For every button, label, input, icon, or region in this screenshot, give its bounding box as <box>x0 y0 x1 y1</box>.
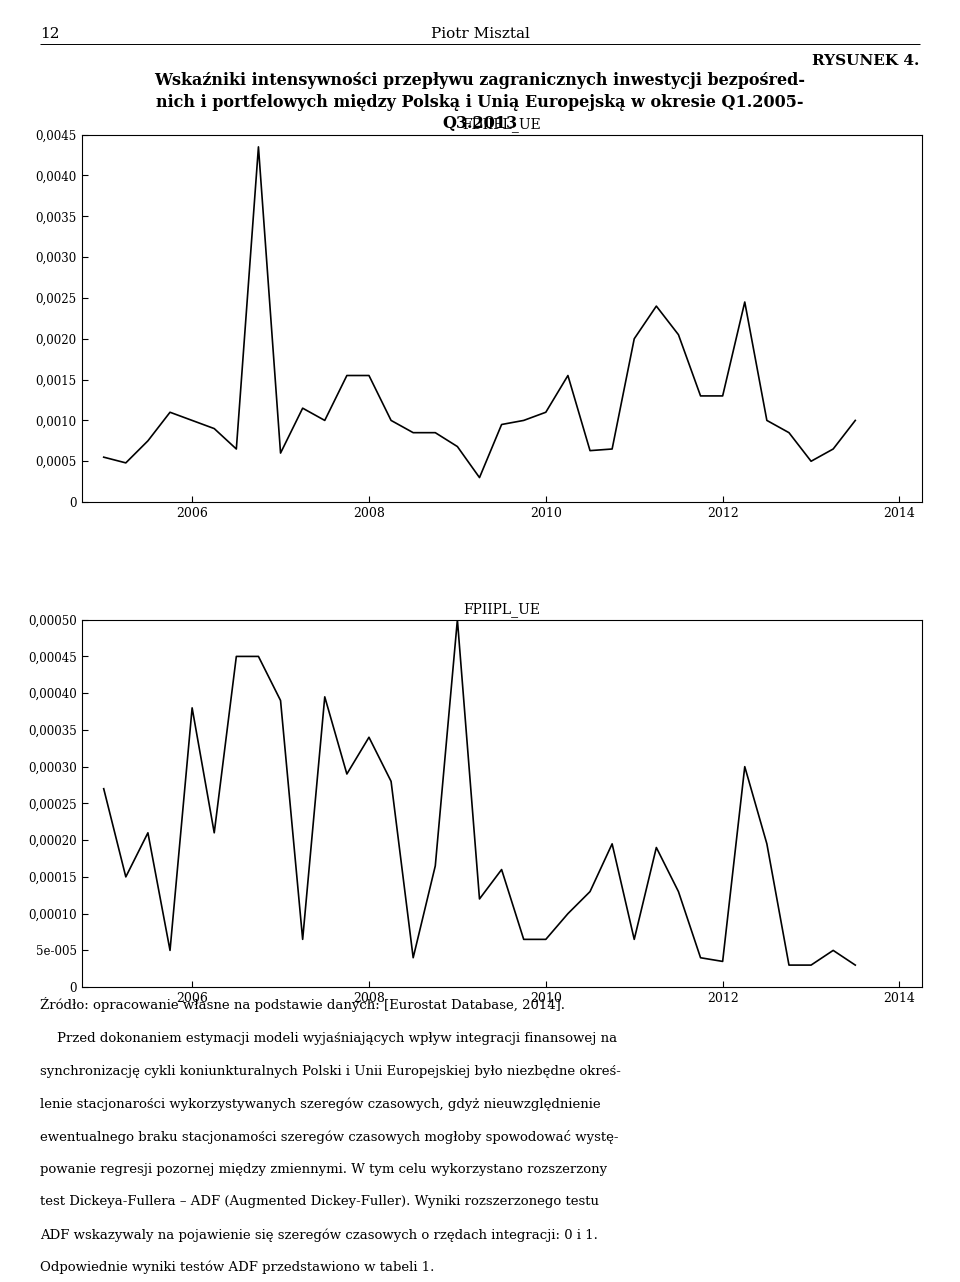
Text: 12: 12 <box>40 27 60 41</box>
Text: ADF wskazywaly na pojawienie się szeregów czasowych o rzędach integracji: 0 i 1.: ADF wskazywaly na pojawienie się szeregó… <box>40 1228 598 1242</box>
Text: test Dickeya-Fullera – ADF (Augmented Dickey-Fuller). Wyniki rozszerzonego testu: test Dickeya-Fullera – ADF (Augmented Di… <box>40 1195 599 1209</box>
Title: FDIIPL_UE: FDIIPL_UE <box>462 117 541 132</box>
Text: Przed dokonaniem estymacji modeli wyjaśniających wpływ integracji finansowej na: Przed dokonaniem estymacji modeli wyjaśn… <box>40 1032 617 1045</box>
Title: FPIIPL_UE: FPIIPL_UE <box>463 601 540 617</box>
Text: nich i portfelowych między Polską i Unią Europejską w okresie Q1.2005-: nich i portfelowych między Polską i Unią… <box>156 94 804 110</box>
Text: Źródło: opracowanie własne na podstawie danych: [Eurostat Database, 2014].: Źródło: opracowanie własne na podstawie … <box>40 997 565 1013</box>
Text: lenie stacjonarości wykorzystywanych szeregów czasowych, gdyż nieuwzględnienie: lenie stacjonarości wykorzystywanych sze… <box>40 1097 601 1111</box>
Text: Wskaźniki intensywności przepływu zagranicznych inwestycji bezpośred-: Wskaźniki intensywności przepływu zagran… <box>155 72 805 88</box>
Text: synchronizację cykli koniunkturalnych Polski i Unii Europejskiej było niezbędne : synchronizację cykli koniunkturalnych Po… <box>40 1064 621 1078</box>
Text: powanie regresji pozornej między zmiennymi. W tym celu wykorzystano rozszerzony: powanie regresji pozornej między zmienny… <box>40 1163 608 1176</box>
Text: RYSUNEK 4.: RYSUNEK 4. <box>812 54 920 68</box>
Text: ewentualnego braku stacjonamości szeregów czasowych mogłoby spowodować wystę-: ewentualnego braku stacjonamości szeregó… <box>40 1131 619 1144</box>
Text: Odpowiednie wyniki testów ADF przedstawiono w tabeli 1.: Odpowiednie wyniki testów ADF przedstawi… <box>40 1261 435 1274</box>
Text: Q3.2013: Q3.2013 <box>443 115 517 132</box>
Text: Piotr Misztal: Piotr Misztal <box>431 27 529 41</box>
